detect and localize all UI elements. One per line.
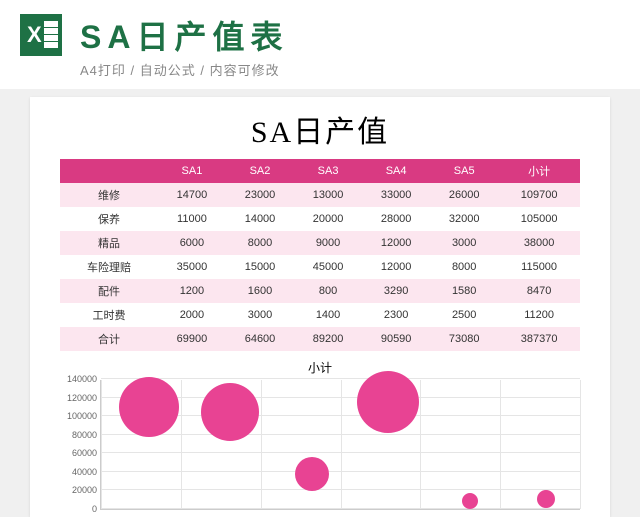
cell: 3000	[226, 303, 294, 327]
table-row: 工时费2000300014002300250011200	[60, 303, 580, 327]
table-row: 保养1100014000200002800032000105000	[60, 207, 580, 231]
col-sa3: SA3	[294, 159, 362, 183]
col-sa4: SA4	[362, 159, 430, 183]
document: SA日产值 SA1 SA2 SA3 SA4 SA5 小计 维修147002300…	[30, 97, 610, 517]
row-label: 保养	[60, 207, 158, 231]
col-sa1: SA1	[158, 159, 226, 183]
col-sa5: SA5	[430, 159, 498, 183]
page-subtitle: A4打印 / 自动公式 / 内容可修改	[0, 60, 640, 89]
chart-bubble	[537, 490, 555, 508]
row-label: 维修	[60, 183, 158, 207]
col-subtotal: 小计	[498, 159, 580, 183]
cell: 115000	[498, 255, 580, 279]
cell: 64600	[226, 327, 294, 351]
chart-bubble	[462, 493, 478, 509]
table-row: 车险理赔350001500045000120008000115000	[60, 255, 580, 279]
cell: 1400	[294, 303, 362, 327]
cell: 12000	[362, 255, 430, 279]
cell: 23000	[226, 183, 294, 207]
cell: 1580	[430, 279, 498, 303]
y-axis-label: 20000	[61, 485, 97, 495]
app-header: SA日产值表	[0, 0, 640, 60]
row-label: 工时费	[60, 303, 158, 327]
y-axis-label: 40000	[61, 467, 97, 477]
cell: 109700	[498, 183, 580, 207]
cell: 2300	[362, 303, 430, 327]
chart-title: 小计	[60, 359, 580, 376]
row-label: 精品	[60, 231, 158, 255]
cell: 38000	[498, 231, 580, 255]
cell: 11200	[498, 303, 580, 327]
y-axis-label: 140000	[61, 374, 97, 384]
cell: 14700	[158, 183, 226, 207]
cell: 1600	[226, 279, 294, 303]
cell: 2000	[158, 303, 226, 327]
page-title: SA日产值表	[80, 12, 288, 58]
cell: 13000	[294, 183, 362, 207]
col-sa2: SA2	[226, 159, 294, 183]
document-title: SA日产值	[60, 107, 580, 151]
data-table: SA1 SA2 SA3 SA4 SA5 小计 维修147002300013000…	[60, 159, 580, 351]
cell: 89200	[294, 327, 362, 351]
cell: 8000	[430, 255, 498, 279]
cell: 45000	[294, 255, 362, 279]
row-label: 合计	[60, 327, 158, 351]
cell: 26000	[430, 183, 498, 207]
cell: 90590	[362, 327, 430, 351]
bubble-chart: 020000400006000080000100000120000140000	[100, 380, 580, 510]
cell: 12000	[362, 231, 430, 255]
document-container: SA日产值 SA1 SA2 SA3 SA4 SA5 小计 维修147002300…	[0, 89, 640, 517]
cell: 387370	[498, 327, 580, 351]
cell: 2500	[430, 303, 498, 327]
y-axis-label: 100000	[61, 411, 97, 421]
cell: 105000	[498, 207, 580, 231]
cell: 28000	[362, 207, 430, 231]
y-axis-label: 120000	[61, 393, 97, 403]
y-axis-label: 80000	[61, 430, 97, 440]
cell: 35000	[158, 255, 226, 279]
cell: 8000	[226, 231, 294, 255]
chart-bubble	[357, 371, 419, 433]
excel-icon	[20, 14, 62, 56]
cell: 33000	[362, 183, 430, 207]
cell: 6000	[158, 231, 226, 255]
cell: 9000	[294, 231, 362, 255]
row-label: 车险理赔	[60, 255, 158, 279]
cell: 69900	[158, 327, 226, 351]
cell: 14000	[226, 207, 294, 231]
cell: 73080	[430, 327, 498, 351]
cell: 8470	[498, 279, 580, 303]
table-row: 配件12001600800329015808470	[60, 279, 580, 303]
chart-bubble	[119, 377, 179, 437]
y-axis-label: 0	[61, 504, 97, 514]
table-row: 维修1470023000130003300026000109700	[60, 183, 580, 207]
cell: 1200	[158, 279, 226, 303]
table-header-row: SA1 SA2 SA3 SA4 SA5 小计	[60, 159, 580, 183]
row-label: 配件	[60, 279, 158, 303]
cell: 3290	[362, 279, 430, 303]
table-row: 合计6990064600892009059073080387370	[60, 327, 580, 351]
chart-bubble	[295, 457, 329, 491]
cell: 32000	[430, 207, 498, 231]
cell: 20000	[294, 207, 362, 231]
cell: 800	[294, 279, 362, 303]
table-row: 精品60008000900012000300038000	[60, 231, 580, 255]
col-blank	[60, 159, 158, 183]
y-axis-label: 60000	[61, 448, 97, 458]
cell: 11000	[158, 207, 226, 231]
cell: 15000	[226, 255, 294, 279]
cell: 3000	[430, 231, 498, 255]
chart-bubble	[201, 383, 259, 441]
